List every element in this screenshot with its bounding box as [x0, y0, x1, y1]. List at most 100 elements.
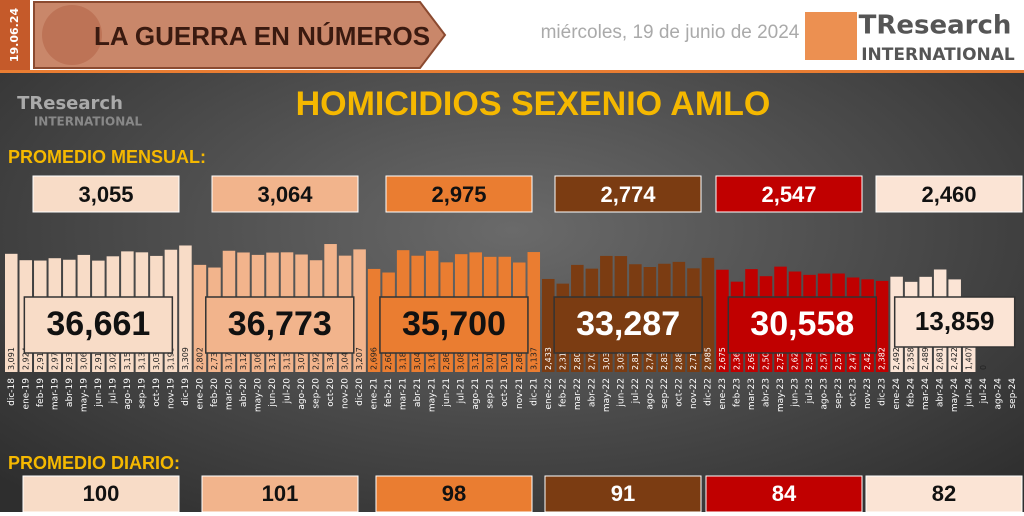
x-tick-label: ago-23	[820, 378, 830, 410]
daily-avg-box	[201, 475, 359, 513]
bar	[527, 252, 541, 372]
watermark-brand: TResearch	[17, 93, 123, 114]
bar-value-label: 3,155	[123, 347, 132, 370]
monthly-avg: 2,460	[921, 182, 976, 207]
x-tick-label: oct-19	[152, 378, 162, 407]
x-tick-label: nov-22	[689, 378, 699, 409]
bar-value-label: 2,756	[776, 347, 785, 370]
x-tick-label: oct-20	[326, 378, 336, 407]
bar-value-label: 2,913	[94, 347, 103, 370]
daily-avg: 98	[442, 481, 466, 506]
daily-avg-box	[544, 475, 702, 513]
x-tick-label: dic-23	[878, 378, 888, 406]
x-tick-label: mar-20	[224, 378, 234, 410]
bar-value-label: 2,711	[689, 347, 698, 370]
section-banner	[33, 1, 447, 69]
bar	[193, 264, 207, 372]
daily-avg-box	[22, 475, 180, 513]
x-tick-label: jun-22	[616, 378, 626, 408]
x-tick-label: ene-22	[544, 378, 554, 409]
bar-value-label: 2,732	[210, 347, 219, 370]
daily-avg: 91	[611, 481, 635, 506]
bar	[875, 280, 889, 372]
bar-value-label: 3,130	[283, 347, 292, 370]
bar-value-label: 2,801	[573, 347, 582, 370]
x-tick-label: may-22	[602, 378, 612, 412]
bar-value-label: 2,976	[50, 347, 59, 370]
bar-value-label: 2,864	[515, 347, 524, 370]
date-tag: 19.06.24	[8, 8, 21, 63]
x-tick-label: ene-24	[892, 378, 902, 410]
banner-emblem	[42, 5, 102, 65]
monthly-avg-box	[715, 175, 863, 213]
monthly-avg-box	[875, 175, 1023, 213]
brand-sub: INTERNATIONAL	[861, 45, 1015, 65]
x-tick-label: ene-19	[21, 378, 31, 410]
bar-value-label: 3,137	[529, 347, 538, 370]
bar-value-label: 3,012	[486, 347, 495, 370]
total-box	[379, 296, 529, 354]
bar-value-label: 2,576	[834, 347, 843, 370]
x-tick-label: may-20	[254, 378, 264, 412]
x-tick-label: jun-20	[268, 378, 278, 408]
bar-value-label: 2,923	[312, 347, 321, 370]
bar	[179, 245, 192, 372]
x-tick-label: mar-19	[50, 378, 60, 410]
bar-value-label: 2,362	[732, 347, 741, 370]
bar-value-label: 2,506	[762, 347, 771, 370]
monthly-avg: 3,064	[257, 182, 313, 207]
x-tick-label: jun-21	[442, 378, 452, 408]
bar-value-label: 2,541	[805, 347, 814, 370]
total-box	[23, 296, 174, 354]
x-tick-label: oct-23	[849, 378, 859, 407]
x-tick-label: sep-24	[1008, 378, 1018, 409]
x-tick-label: sep-19	[137, 378, 147, 409]
bar-value-label: 3,063	[254, 347, 263, 370]
bar-value-label: 2,574	[820, 347, 829, 370]
x-tick-label: mar-22	[573, 378, 583, 410]
bar	[716, 269, 729, 372]
bar-value-label: 2,691	[747, 347, 756, 370]
year-total: 33,287	[576, 305, 680, 343]
x-tick-label: feb-20	[210, 378, 220, 407]
x-tick-label: abr-21	[413, 378, 423, 407]
bar-value-label: 3,032	[616, 347, 625, 370]
monthly-avg-box	[385, 175, 533, 213]
x-tick-label: abr-24	[936, 378, 946, 407]
bar-value-label: 3,347	[326, 347, 335, 370]
x-tick-label: may-21	[428, 378, 438, 412]
x-tick-label: dic-18	[7, 378, 17, 406]
bar-value-label: 0	[979, 365, 988, 370]
bar-value-label: 1,407	[965, 347, 974, 370]
x-tick-label: mar-21	[399, 378, 409, 410]
date-tag-box	[0, 0, 30, 70]
bar-value-label: 2,696	[370, 347, 379, 370]
bar-value-label: 2,880	[674, 347, 683, 370]
bar-value-label: 3,186	[399, 347, 408, 370]
brand: TResearch	[859, 11, 1012, 41]
x-tick-label: may-19	[79, 378, 89, 412]
x-tick-label: mar-23	[747, 378, 757, 410]
x-tick-label: abr-22	[587, 378, 597, 407]
x-tick-label: ene-21	[370, 378, 380, 409]
total-box	[553, 296, 703, 354]
x-tick-label: feb-21	[384, 378, 394, 407]
daily-avg-box	[865, 475, 1023, 513]
daily-avg: 84	[772, 481, 797, 506]
x-tick-label: jul-20	[283, 378, 293, 405]
section-title: LA GUERRA EN NÚMEROS	[94, 21, 430, 51]
bar-value-label: 2,628	[791, 347, 800, 370]
bar-value-label: 2,868	[442, 347, 451, 370]
bar-value-label: 2,681	[936, 347, 945, 370]
bar-value-label: 3,036	[602, 347, 611, 370]
x-tick-label: sep-20	[312, 378, 322, 409]
x-tick-label: ago-22	[645, 378, 655, 410]
year-total: 36,773	[228, 305, 332, 343]
bar-value-label: 3,073	[297, 347, 306, 370]
monthly-avg-box	[32, 175, 180, 213]
chart-title: HOMICIDIOS SEXENIO AMLO	[296, 85, 771, 123]
bar-value-label: 3,198	[166, 347, 175, 370]
x-tick-label: oct-22	[674, 378, 684, 407]
bar-value-label: 3,207	[355, 347, 364, 370]
x-tick-label: ago-21	[471, 378, 481, 410]
